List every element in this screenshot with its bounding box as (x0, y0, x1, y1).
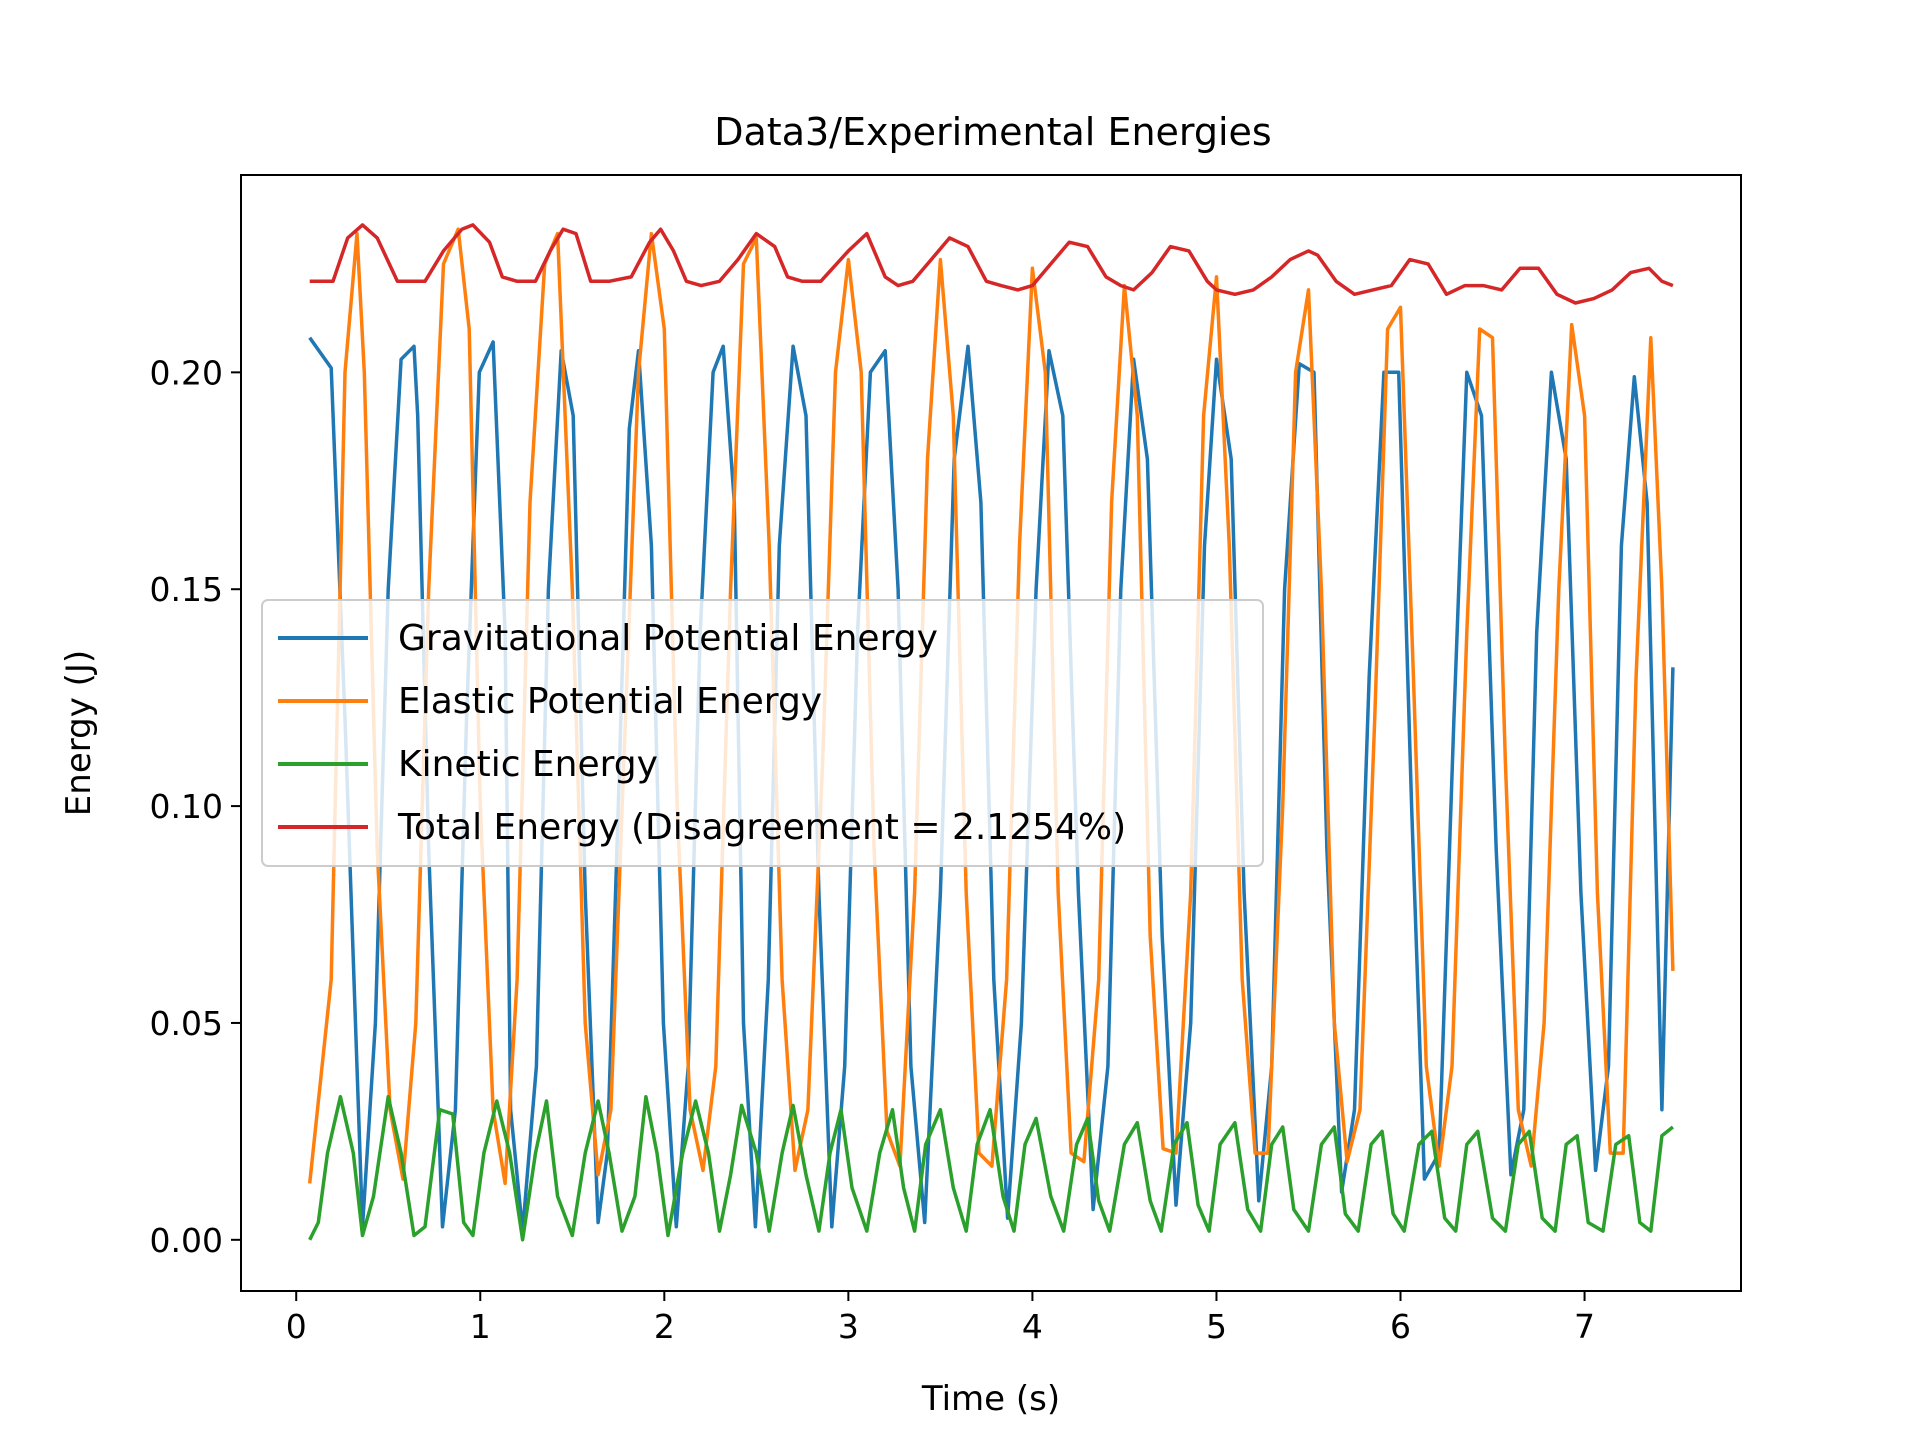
y-tick-label: 0.00 (150, 1221, 223, 1260)
y-axis: 0.00 0.05 0.10 0.15 0.20 (150, 353, 241, 1260)
x-tick-label: 2 (654, 1307, 675, 1346)
y-tick-label: 0.05 (150, 1004, 223, 1043)
legend-box (261, 599, 1264, 867)
series-line-3 (308, 1094, 1674, 1242)
x-tick-label: 6 (1390, 1307, 1411, 1346)
series-layer (307, 223, 1675, 1242)
x-axis: 0 1 2 3 4 5 6 7 (286, 1291, 1595, 1346)
legend: Gravitational Potential Energy Elastic Po… (261, 599, 1264, 867)
series-line-2 (307, 227, 1675, 1186)
chart-title: Data3/Experimental Energies (714, 110, 1271, 154)
plot-frame (240, 174, 1742, 1292)
x-tick-label: 1 (470, 1307, 491, 1346)
y-tick-label: 0.15 (150, 570, 223, 609)
x-tick-label: 3 (838, 1307, 859, 1346)
legend-label: Gravitational Potential Energy (398, 618, 938, 659)
x-tick-label: 4 (1022, 1307, 1043, 1346)
y-tick-label: 0.20 (150, 353, 223, 392)
y-tick-label: 0.10 (150, 787, 223, 826)
legend-label: Elastic Potential Energy (398, 681, 822, 722)
x-tick-label: 0 (286, 1307, 307, 1346)
x-tick-label: 7 (1574, 1307, 1595, 1346)
series-line-4 (309, 223, 1674, 305)
legend-label: Kinetic Energy (398, 744, 658, 785)
y-axis-label: Energy (J) (59, 650, 99, 816)
x-axis-label: Time (s) (921, 1379, 1060, 1419)
x-tick-label: 5 (1206, 1307, 1227, 1346)
legend-label: Total Energy (Disagreement = 2.1254%) (397, 807, 1126, 848)
